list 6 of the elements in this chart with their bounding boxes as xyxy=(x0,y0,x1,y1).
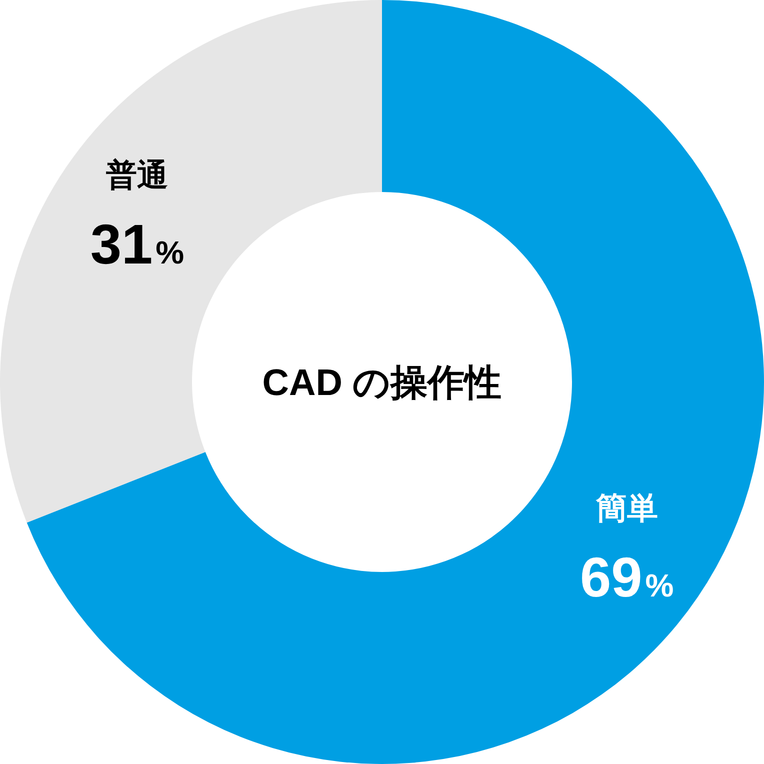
text: CAD の操作性 xyxy=(262,362,502,403)
donut-slice xyxy=(26,0,764,764)
slice-label: 簡単 xyxy=(594,490,658,526)
slice-label: 普通 xyxy=(106,158,168,193)
data-label: 69% xyxy=(580,545,674,608)
data-label: 31% xyxy=(90,212,184,276)
